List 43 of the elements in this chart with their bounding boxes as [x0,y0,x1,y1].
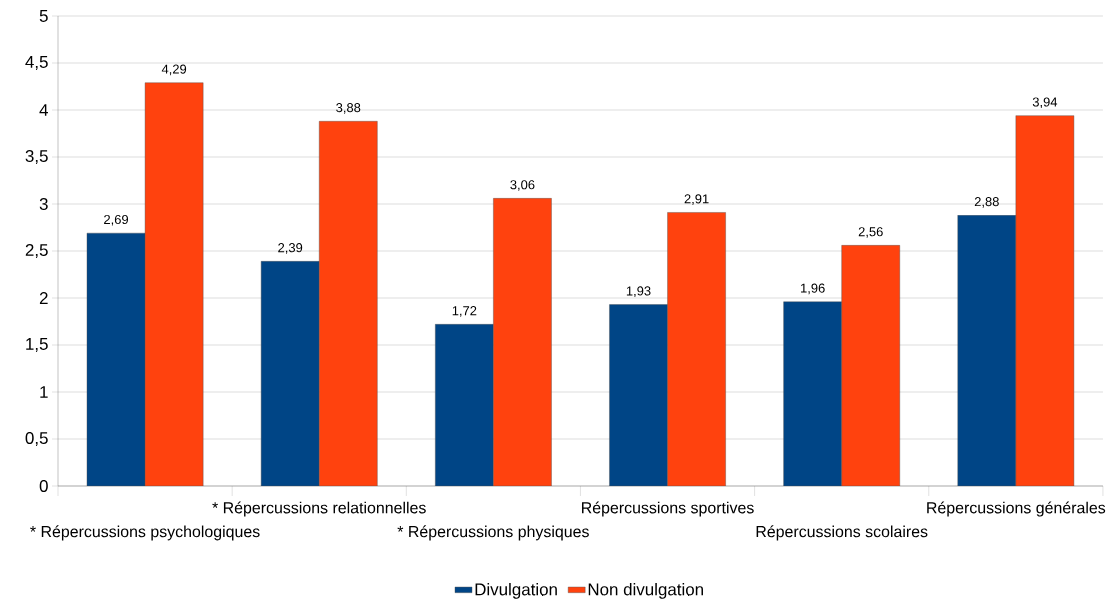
data-label: 4,29 [161,64,187,76]
legend-label: Divulgation [475,582,557,599]
data-label: 3,94 [1032,97,1058,109]
x-tick-label: Répercussions générales [927,501,1106,517]
y-tick-label: 1,5 [26,338,48,352]
y-tick-label: 0,5 [25,432,48,446]
y-tick-label: 2 [39,292,48,304]
bar [260,261,320,486]
data-label: 2,56 [858,227,883,238]
y-tick-label: 0 [39,480,48,492]
y-tick-label: 4 [39,104,48,116]
y-tick-label: 4,5 [25,56,48,70]
y-tick-label: 5 [39,10,48,22]
data-label: 1,72 [452,306,477,317]
data-label: 2,39 [278,243,303,254]
data-label: 3,88 [336,103,361,114]
bar [1015,115,1075,486]
bar [609,304,668,486]
bar [319,121,378,486]
bar [957,215,1017,486]
x-tick-label: * Répercussions psychologiques [30,525,260,541]
data-label: 2,91 [684,194,709,205]
bar [144,82,204,486]
data-label: 1,93 [626,286,651,298]
bar [783,301,842,486]
legend-label: Non divulgation [588,582,703,599]
x-tick-label: * Répercussions physiques [397,525,589,541]
x-tick-label: Répercussions sportives [582,501,754,517]
y-tick-label: 1 [40,386,48,398]
bar [86,232,146,486]
bar [667,212,726,486]
x-tick-label: * Répercussions relationnelles [212,501,426,517]
bar [435,324,494,486]
data-label: 3,06 [510,180,535,191]
x-tick-label: Répercussions scolaires [756,525,928,541]
y-tick-label: 3,5 [25,150,48,164]
bar [493,198,552,486]
data-label: 2,69 [104,214,129,226]
y-tick-label: 2,5 [25,244,48,258]
data-label: 1,96 [801,283,825,295]
y-tick-label: 3 [39,198,48,210]
bar [841,245,900,486]
data-label: 2,88 [974,197,999,208]
